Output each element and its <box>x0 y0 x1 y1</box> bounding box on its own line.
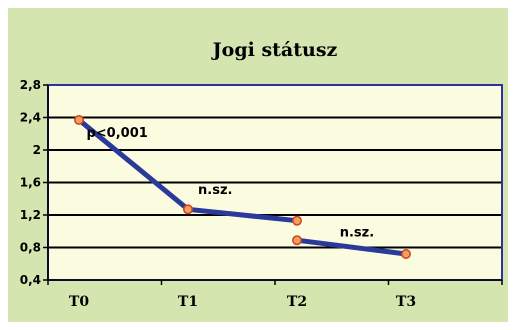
x-tick-label: T1 <box>178 294 198 310</box>
x-tick-labels: T0 T1 T2 T3 <box>69 294 416 310</box>
y-tick-label: 0,8 <box>20 241 41 255</box>
annotations: p<0,001 n.sz. n.sz. <box>86 126 374 240</box>
data-point <box>183 204 193 215</box>
y-tick-labels: 0,4 0,8 1,2 1,6 2 2,4 2,8 <box>20 78 41 287</box>
y-tick-label: 2,4 <box>20 111 41 125</box>
data-point <box>74 114 84 125</box>
series-line <box>294 237 409 257</box>
x-tick-label: T0 <box>69 294 89 310</box>
data-point <box>401 249 411 259</box>
x-tick-label: T3 <box>396 294 416 310</box>
axes <box>43 84 503 285</box>
data-points <box>74 114 411 259</box>
y-tick-label: 1,2 <box>20 208 41 222</box>
annotation-label: n.sz. <box>340 225 374 240</box>
y-tick-label: 2 <box>33 143 41 157</box>
y-tick-label: 1,6 <box>20 176 41 190</box>
data-point <box>292 235 302 246</box>
annotation-label: n.sz. <box>198 183 232 198</box>
gridlines <box>48 116 502 249</box>
data-point <box>292 215 302 226</box>
y-tick-label: 0,4 <box>20 273 41 287</box>
x-tick-label: T2 <box>287 294 307 310</box>
chart-title: Jogi státusz <box>211 39 338 61</box>
annotation-label: p<0,001 <box>86 126 147 141</box>
y-tick-label: 2,8 <box>20 78 41 92</box>
